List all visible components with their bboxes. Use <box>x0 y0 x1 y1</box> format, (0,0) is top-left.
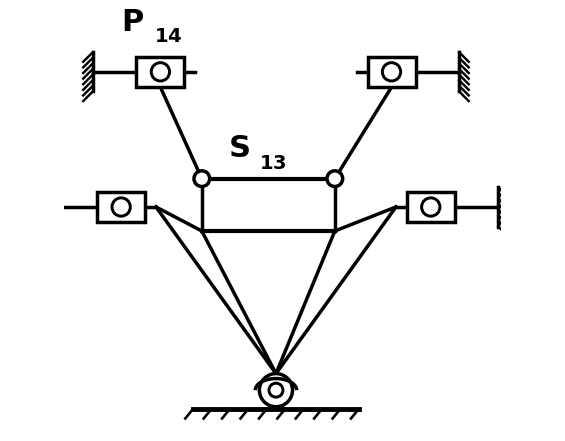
Text: $\mathbf{13}$: $\mathbf{13}$ <box>259 153 286 172</box>
Circle shape <box>151 63 170 81</box>
Bar <box>407 192 455 222</box>
Circle shape <box>259 374 293 407</box>
Circle shape <box>383 63 401 81</box>
Bar <box>136 56 184 87</box>
Text: $\mathbf{S}$: $\mathbf{S}$ <box>228 135 250 164</box>
Circle shape <box>421 198 440 216</box>
Text: $\mathbf{P}$: $\mathbf{P}$ <box>121 8 144 37</box>
Bar <box>97 192 145 222</box>
Circle shape <box>269 383 283 397</box>
Circle shape <box>112 198 131 216</box>
Bar <box>368 56 415 87</box>
Circle shape <box>327 171 343 187</box>
Circle shape <box>194 171 210 187</box>
Text: $\mathbf{14}$: $\mathbf{14}$ <box>154 26 182 46</box>
